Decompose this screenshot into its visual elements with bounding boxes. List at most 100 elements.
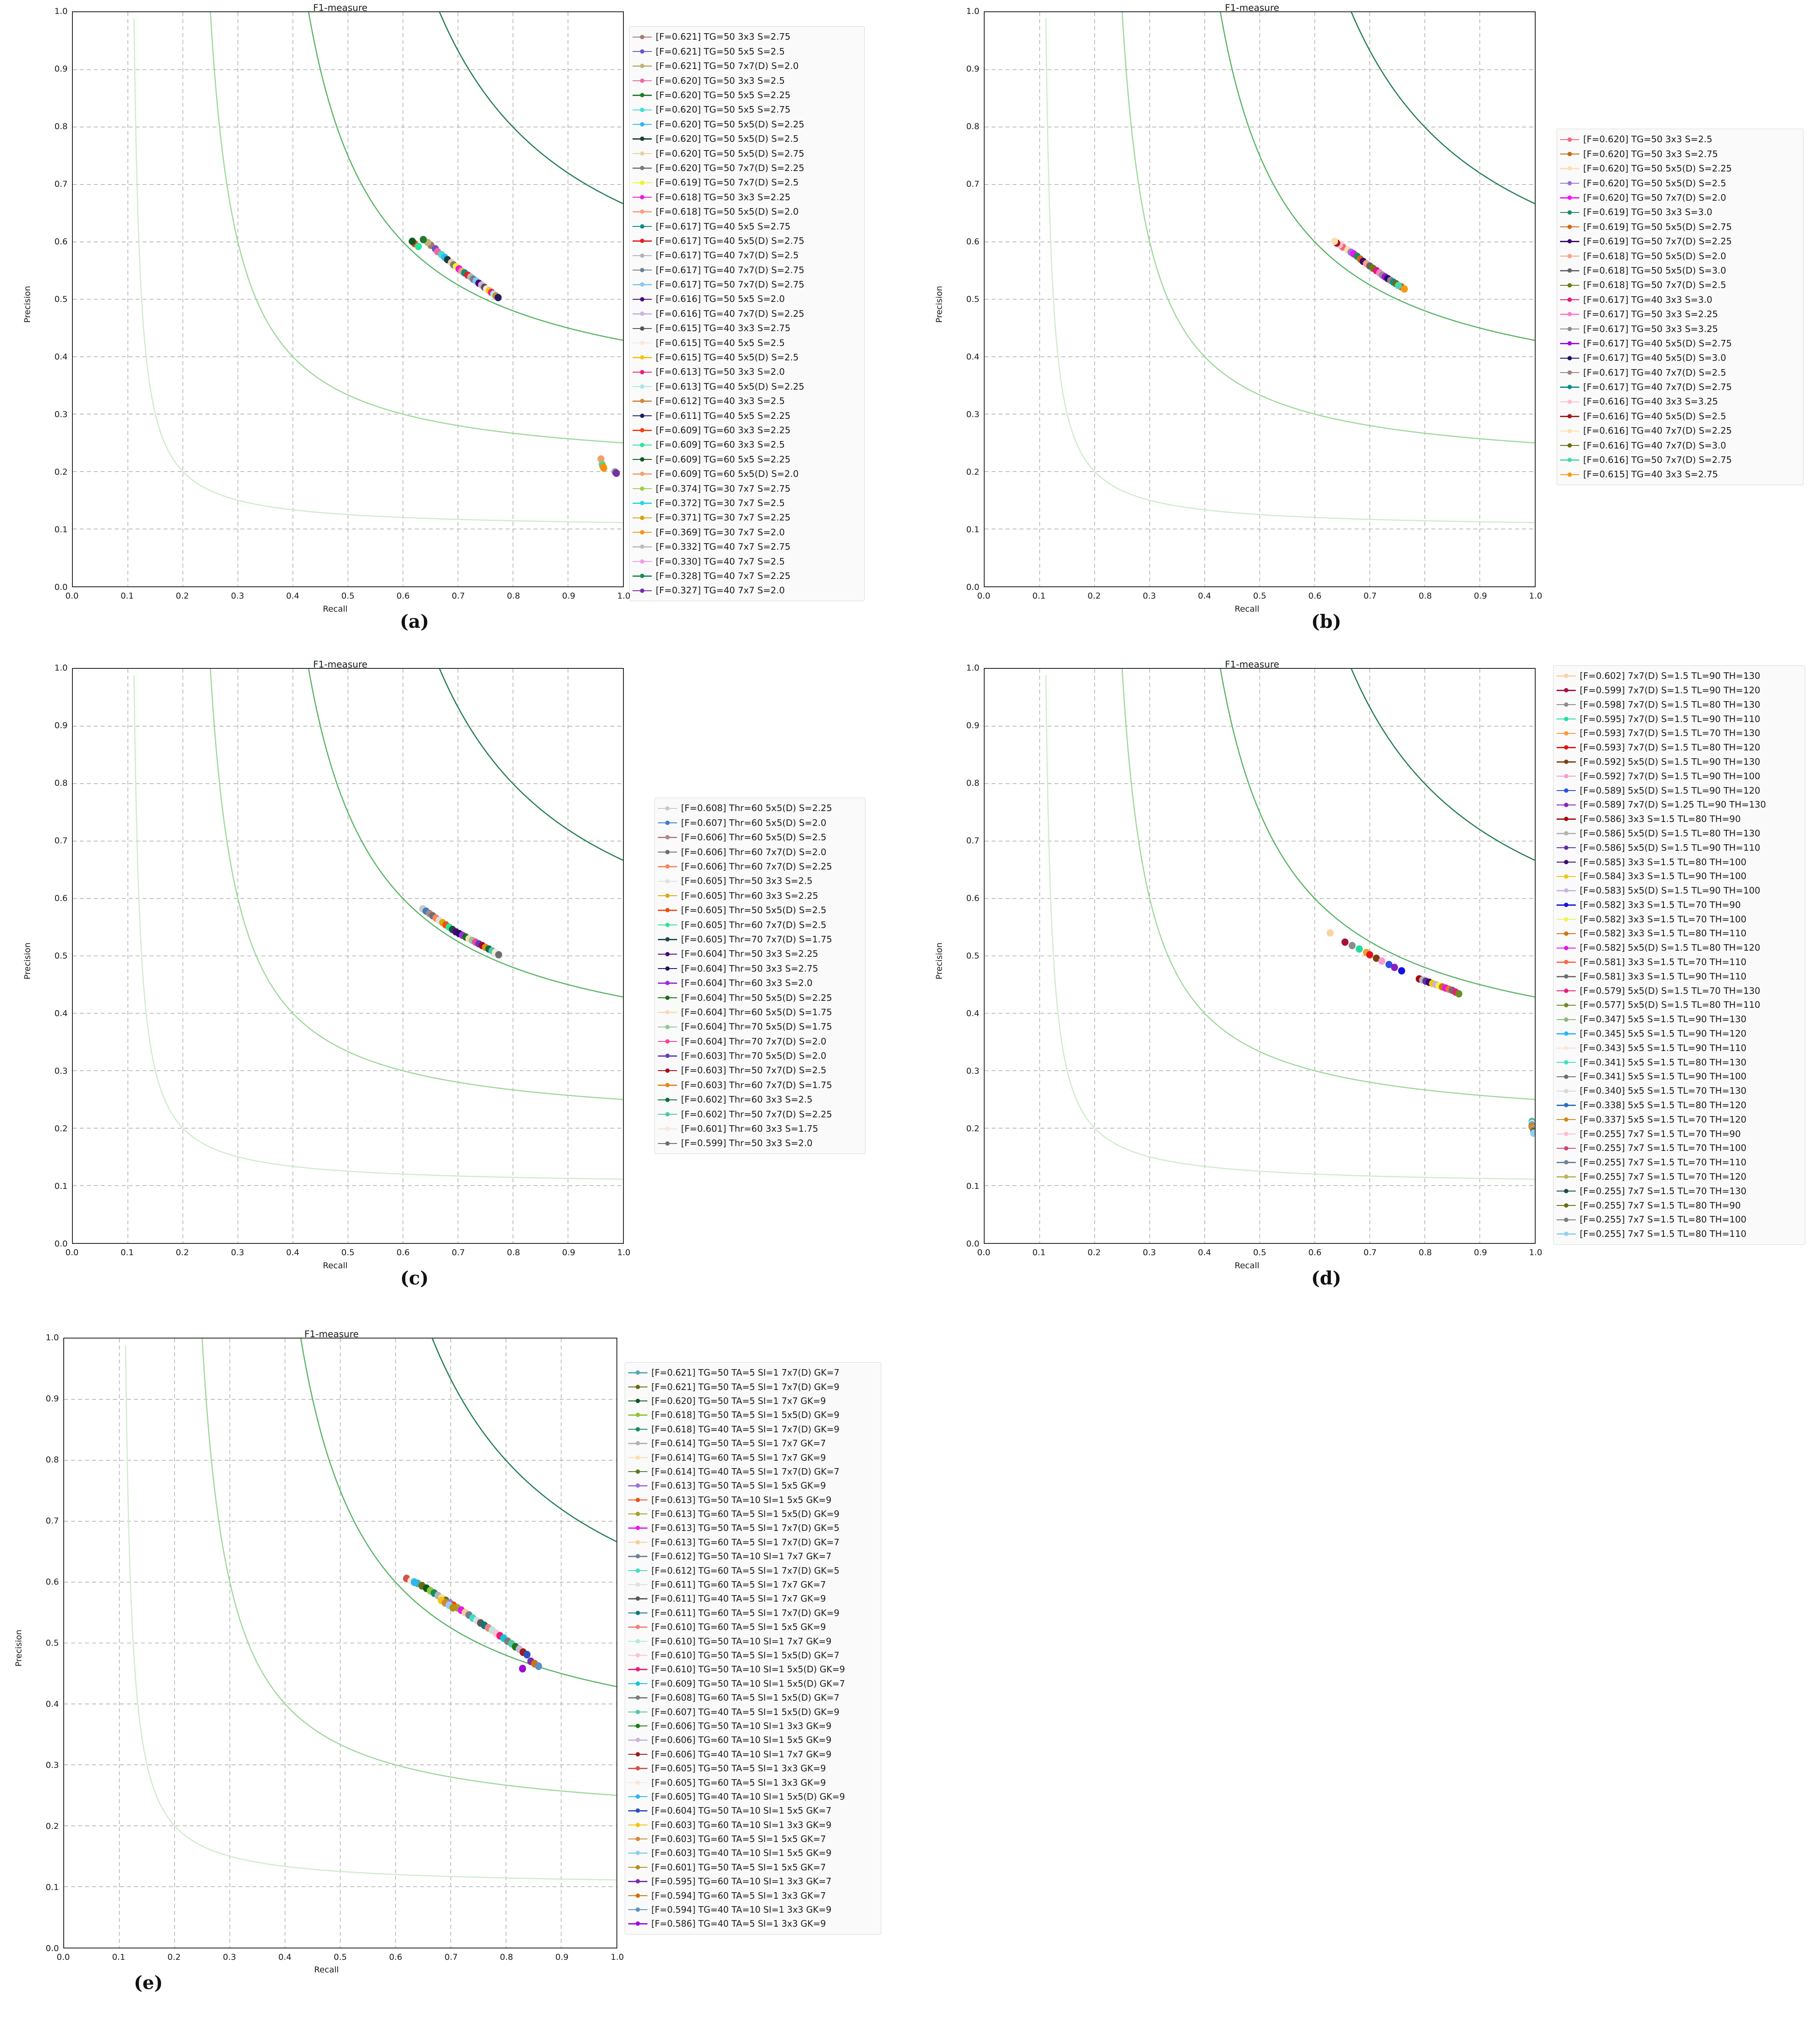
legend-item[interactable]: [F=0.612] TG=50 TA=10 SI=1 7x7 GK=7 [628, 1549, 877, 1563]
legend-item[interactable]: [F=0.616] TG=40 5x5(D) S=2.5 [1560, 409, 1799, 423]
legend-item[interactable]: [F=0.586] TG=40 TA=5 SI=1 3x3 GK=9 [628, 1917, 877, 1931]
legend-item[interactable]: [F=0.369] TG=30 7x7 S=2.0 [633, 525, 860, 539]
legend-item[interactable]: [F=0.611] TG=40 TA=5 SI=1 7x7 GK=9 [628, 1592, 877, 1606]
legend-item[interactable]: [F=0.585] 3x3 S=1.5 TL=80 TH=100 [1557, 855, 1801, 869]
legend-item[interactable]: [F=0.582] 3x3 S=1.5 TL=70 TH=100 [1557, 912, 1801, 927]
legend-item[interactable]: [F=0.618] TG=50 TA=5 SI=1 5x5(D) GK=9 [628, 1408, 877, 1422]
legend-item[interactable]: [F=0.589] 5x5(D) S=1.5 TL=90 TH=120 [1557, 783, 1801, 798]
legend-item[interactable]: [F=0.613] TG=50 TA=5 SI=1 7x7(D) GK=5 [628, 1521, 877, 1535]
legend-item[interactable]: [F=0.603] TG=60 TA=5 SI=1 5x5 GK=7 [628, 1832, 877, 1846]
legend-item[interactable]: [F=0.609] TG=60 5x5(D) S=2.0 [633, 467, 860, 481]
legend-item[interactable]: [F=0.374] TG=30 7x7 S=2.75 [633, 481, 860, 496]
legend-item[interactable]: [F=0.255] 7x7 S=1.5 TL=70 TH=110 [1557, 1155, 1801, 1170]
legend-item[interactable]: [F=0.617] TG=40 5x5(D) S=2.75 [633, 233, 860, 248]
legend-item[interactable]: [F=0.594] TG=40 TA=10 SI=1 3x3 GK=9 [628, 1903, 877, 1917]
legend-item[interactable]: [F=0.608] Thr=60 5x5(D) S=2.25 [658, 801, 861, 815]
legend-item[interactable]: [F=0.610] TG=50 TA=5 SI=1 5x5(D) GK=7 [628, 1648, 877, 1662]
legend-item[interactable]: [F=0.604] Thr=50 3x3 S=2.75 [658, 961, 861, 976]
legend-item[interactable]: [F=0.620] TG=50 5x5(D) S=2.75 [633, 146, 860, 161]
legend-item[interactable]: [F=0.620] TG=50 3x3 S=2.5 [633, 73, 860, 88]
legend-item[interactable]: [F=0.586] 5x5(D) S=1.5 TL=90 TH=110 [1557, 841, 1801, 855]
legend-item[interactable]: [F=0.608] TG=60 TA=5 SI=1 5x5(D) GK=7 [628, 1691, 877, 1705]
legend-item[interactable]: [F=0.612] TG=60 TA=5 SI=1 7x7(D) GK=5 [628, 1563, 877, 1577]
legend-item[interactable]: [F=0.330] TG=40 7x7 S=2.5 [633, 554, 860, 568]
legend-item[interactable]: [F=0.619] TG=50 7x7(D) S=2.25 [1560, 234, 1799, 249]
legend-item[interactable]: [F=0.607] TG=40 TA=5 SI=1 5x5(D) GK=9 [628, 1705, 877, 1719]
legend-item[interactable]: [F=0.347] 5x5 S=1.5 TL=90 TH=130 [1557, 1012, 1801, 1027]
legend-item[interactable]: [F=0.620] TG=50 5x5(D) S=2.25 [1560, 161, 1799, 176]
legend-item[interactable]: [F=0.605] Thr=60 3x3 S=2.25 [658, 888, 861, 903]
legend-item[interactable]: [F=0.255] 7x7 S=1.5 TL=80 TH=100 [1557, 1212, 1801, 1227]
legend-item[interactable]: [F=0.615] TG=40 5x5(D) S=2.5 [633, 350, 860, 365]
legend-item[interactable]: [F=0.255] 7x7 S=1.5 TL=70 TH=130 [1557, 1184, 1801, 1198]
legend-item[interactable]: [F=0.621] TG=50 TA=5 SI=1 7x7(D) GK=9 [628, 1380, 877, 1393]
legend-item[interactable]: [F=0.606] Thr=60 7x7(D) S=2.0 [658, 845, 861, 859]
legend-item[interactable]: [F=0.619] TG=50 3x3 S=3.0 [1560, 205, 1799, 219]
legend-item[interactable]: [F=0.345] 5x5 S=1.5 TL=90 TH=120 [1557, 1027, 1801, 1041]
legend-item[interactable]: [F=0.604] Thr=50 5x5(D) S=2.25 [658, 990, 861, 1005]
legend-item[interactable]: [F=0.338] 5x5 S=1.5 TL=80 TH=120 [1557, 1098, 1801, 1113]
legend-item[interactable]: [F=0.579] 5x5(D) S=1.5 TL=70 TH=130 [1557, 984, 1801, 998]
legend-item[interactable]: [F=0.581] 3x3 S=1.5 TL=70 TH=110 [1557, 955, 1801, 969]
panel-b-legend[interactable]: [F=0.620] TG=50 3x3 S=2.5 [F=0.620] TG=50… [1557, 129, 1804, 486]
legend-item[interactable]: [F=0.609] TG=60 5x5 S=2.25 [633, 452, 860, 466]
legend-item[interactable]: [F=0.341] 5x5 S=1.5 TL=80 TH=130 [1557, 1055, 1801, 1070]
legend-item[interactable]: [F=0.371] TG=30 7x7 S=2.25 [633, 510, 860, 525]
legend-item[interactable]: [F=0.604] TG=50 TA=10 SI=1 5x5 GK=7 [628, 1804, 877, 1818]
legend-item[interactable]: [F=0.605] Thr=60 7x7(D) S=2.5 [658, 918, 861, 932]
legend-item[interactable]: [F=0.606] TG=40 TA=10 SI=1 7x7 GK=9 [628, 1747, 877, 1761]
legend-item[interactable]: [F=0.584] 3x3 S=1.5 TL=90 TH=100 [1557, 869, 1801, 883]
legend-item[interactable]: [F=0.618] TG=50 5x5(D) S=2.0 [1560, 249, 1799, 263]
legend-item[interactable]: [F=0.603] Thr=50 7x7(D) S=2.5 [658, 1063, 861, 1078]
legend-item[interactable]: [F=0.617] TG=40 3x3 S=3.0 [1560, 292, 1799, 307]
legend-item[interactable]: [F=0.606] TG=60 TA=10 SI=1 5x5 GK=9 [628, 1733, 877, 1747]
legend-item[interactable]: [F=0.613] TG=50 3x3 S=2.0 [633, 365, 860, 379]
legend-item[interactable]: [F=0.586] 5x5(D) S=1.5 TL=80 TH=130 [1557, 826, 1801, 841]
legend-item[interactable]: [F=0.618] TG=50 5x5(D) S=3.0 [1560, 264, 1799, 278]
legend-item[interactable]: [F=0.605] TG=40 TA=10 SI=1 5x5(D) GK=9 [628, 1790, 877, 1804]
legend-item[interactable]: [F=0.621] TG=50 7x7(D) S=2.0 [633, 59, 860, 73]
legend-item[interactable]: [F=0.611] TG=60 TA=5 SI=1 7x7 GK=7 [628, 1578, 877, 1592]
legend-item[interactable]: [F=0.603] Thr=60 7x7(D) S=1.75 [658, 1078, 861, 1092]
legend-item[interactable]: [F=0.615] TG=40 3x3 S=2.75 [1560, 467, 1799, 482]
legend-item[interactable]: [F=0.609] TG=60 3x3 S=2.25 [633, 423, 860, 438]
legend-item[interactable]: [F=0.603] TG=40 TA=10 SI=1 5x5 GK=9 [628, 1846, 877, 1860]
legend-item[interactable]: [F=0.617] TG=50 3x3 S=3.25 [1560, 322, 1799, 336]
legend-item[interactable]: [F=0.604] Thr=70 5x5(D) S=1.75 [658, 1020, 861, 1034]
legend-item[interactable]: [F=0.616] TG=40 7x7(D) S=3.0 [1560, 438, 1799, 452]
legend-item[interactable]: [F=0.255] 7x7 S=1.5 TL=70 TH=120 [1557, 1170, 1801, 1184]
panel-a-legend[interactable]: [F=0.621] TG=50 3x3 S=2.75 [F=0.621] TG=5… [629, 26, 865, 602]
legend-item[interactable]: [F=0.616] TG=50 7x7(D) S=2.75 [1560, 453, 1799, 467]
legend-item[interactable]: [F=0.593] 7x7(D) S=1.5 TL=70 TH=130 [1557, 726, 1801, 740]
legend-item[interactable]: [F=0.604] Thr=60 5x5(D) S=1.75 [658, 1005, 861, 1019]
legend-item[interactable]: [F=0.614] TG=50 TA=5 SI=1 7x7 GK=7 [628, 1436, 877, 1450]
legend-item[interactable]: [F=0.605] Thr=50 3x3 S=2.5 [658, 874, 861, 888]
legend-item[interactable]: [F=0.617] TG=50 7x7(D) S=2.75 [633, 277, 860, 292]
legend-item[interactable]: [F=0.620] TG=50 7x7(D) S=2.0 [1560, 191, 1799, 205]
legend-item[interactable]: [F=0.618] TG=50 3x3 S=2.25 [633, 190, 860, 204]
legend-item[interactable]: [F=0.606] TG=50 TA=10 SI=1 3x3 GK=9 [628, 1719, 877, 1733]
legend-item[interactable]: [F=0.609] TG=60 3x3 S=2.5 [633, 438, 860, 452]
legend-item[interactable]: [F=0.599] 7x7(D) S=1.5 TL=90 TH=120 [1557, 683, 1801, 698]
legend-item[interactable]: [F=0.617] TG=40 7x7(D) S=2.5 [1560, 365, 1799, 380]
legend-item[interactable]: [F=0.255] 7x7 S=1.5 TL=70 TH=90 [1557, 1127, 1801, 1141]
legend-item[interactable]: [F=0.619] TG=50 5x5(D) S=2.75 [1560, 219, 1799, 234]
legend-item[interactable]: [F=0.589] 7x7(D) S=1.25 TL=90 TH=130 [1557, 798, 1801, 812]
legend-item[interactable]: [F=0.586] 3x3 S=1.5 TL=80 TH=90 [1557, 812, 1801, 826]
legend-item[interactable]: [F=0.598] 7x7(D) S=1.5 TL=80 TH=130 [1557, 698, 1801, 712]
legend-item[interactable]: [F=0.581] 3x3 S=1.5 TL=90 TH=110 [1557, 969, 1801, 984]
legend-item[interactable]: [F=0.337] 5x5 S=1.5 TL=70 TH=120 [1557, 1113, 1801, 1127]
legend-item[interactable]: [F=0.617] TG=40 7x7(D) S=2.5 [633, 248, 860, 263]
legend-item[interactable]: [F=0.605] Thr=50 5x5(D) S=2.5 [658, 903, 861, 918]
legend-item[interactable]: [F=0.621] TG=50 5x5 S=2.5 [633, 44, 860, 58]
legend-item[interactable]: [F=0.604] Thr=60 3x3 S=2.0 [658, 976, 861, 990]
legend-item[interactable]: [F=0.340] 5x5 S=1.5 TL=70 TH=130 [1557, 1084, 1801, 1098]
panel-c-legend[interactable]: [F=0.608] Thr=60 5x5(D) S=2.25 [F=0.607] … [654, 798, 866, 1154]
legend-item[interactable]: [F=0.617] TG=40 7x7(D) S=2.75 [1560, 380, 1799, 394]
legend-item[interactable]: [F=0.620] TG=50 3x3 S=2.5 [1560, 132, 1799, 147]
legend-item[interactable]: [F=0.618] TG=50 7x7(D) S=2.5 [1560, 278, 1799, 292]
legend-item[interactable]: [F=0.605] TG=60 TA=5 SI=1 3x3 GK=9 [628, 1775, 877, 1789]
legend-item[interactable]: [F=0.617] TG=40 5x5 S=2.75 [633, 219, 860, 233]
legend-item[interactable]: [F=0.616] TG=50 5x5 S=2.0 [633, 292, 860, 306]
legend-item[interactable]: [F=0.617] TG=40 7x7(D) S=2.75 [633, 263, 860, 277]
